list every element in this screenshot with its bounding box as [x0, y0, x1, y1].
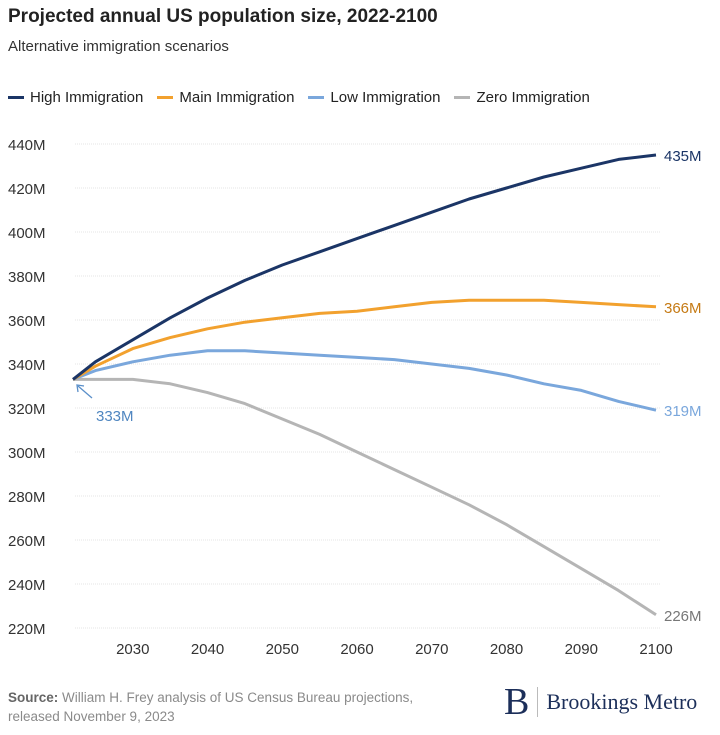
- legend-item-zero: Zero Immigration: [454, 89, 590, 106]
- y-tick-label: 280M: [8, 489, 46, 506]
- source-text: William H. Frey analysis of US Census Bu…: [8, 690, 414, 724]
- y-tick-label: 300M: [8, 445, 46, 462]
- y-tick-label: 380M: [8, 269, 46, 286]
- legend-label: Main Immigration: [179, 89, 295, 106]
- y-tick-label: 340M: [8, 357, 46, 374]
- x-tick-label: 2060: [340, 641, 373, 658]
- series-line-zero-immigration: [73, 377, 657, 617]
- x-tick-label: 2050: [266, 641, 299, 658]
- legend-swatch: [8, 96, 24, 99]
- y-tick-label: 260M: [8, 533, 46, 550]
- legend-item-main: Main Immigration: [157, 89, 294, 106]
- annotation-arrow: [77, 385, 93, 399]
- x-tick-label: 2100: [639, 641, 672, 658]
- legend: High Immigration Main Immigration Low Im…: [8, 89, 590, 106]
- x-tick-label: 2040: [191, 641, 224, 658]
- start-value-label: 333M: [96, 408, 134, 425]
- series-line-main-immigration: [72, 298, 657, 381]
- brookings-logo: B Brookings Metro: [504, 680, 697, 724]
- logo-divider: [537, 687, 539, 717]
- y-tick-label: 400M: [8, 225, 46, 242]
- y-tick-label: 420M: [8, 181, 46, 198]
- series-line-low-immigration: [72, 349, 657, 412]
- line-chart: 220M 240M 260M 280M 300M 320M 340M 360M 380M 400M…: [8, 137, 702, 658]
- end-value-label: 435M: [664, 148, 702, 165]
- chart-subtitle: Alternative immigration scenarios: [8, 38, 229, 55]
- legend-swatch: [454, 96, 471, 99]
- legend-label: Zero Immigration: [476, 89, 590, 106]
- y-tick-label: 240M: [8, 577, 46, 594]
- y-tick-label: 360M: [8, 313, 46, 330]
- end-value-label: 366M: [664, 300, 702, 317]
- legend-label: High Immigration: [30, 89, 144, 106]
- logo-text: Brookings Metro: [546, 689, 698, 714]
- legend-item-low: Low Immigration: [308, 89, 440, 106]
- arrowhead-icon: [76, 384, 85, 393]
- logo-letter: B: [504, 681, 530, 723]
- legend-label: Low Immigration: [330, 89, 441, 106]
- x-tick-label: 2030: [116, 641, 149, 658]
- end-value-label: 319M: [664, 403, 702, 420]
- legend-swatch: [308, 96, 325, 99]
- legend-item-high: High Immigration: [8, 89, 143, 106]
- legend-swatch: [157, 96, 174, 99]
- y-tick-label: 320M: [8, 401, 46, 418]
- chart-title: Projected annual US population size, 202…: [8, 6, 438, 27]
- x-tick-label: 2090: [565, 641, 598, 658]
- series-line-high-immigration: [72, 153, 657, 381]
- end-value-label: 226M: [664, 608, 702, 625]
- x-tick-label: 2070: [415, 641, 448, 658]
- y-tick-label: 440M: [8, 137, 46, 154]
- x-tick-label: 2080: [490, 641, 523, 658]
- y-tick-label: 220M: [8, 621, 46, 638]
- source-label: Source:: [8, 690, 59, 705]
- source-note: Source: William H. Frey analysis of US C…: [8, 688, 428, 726]
